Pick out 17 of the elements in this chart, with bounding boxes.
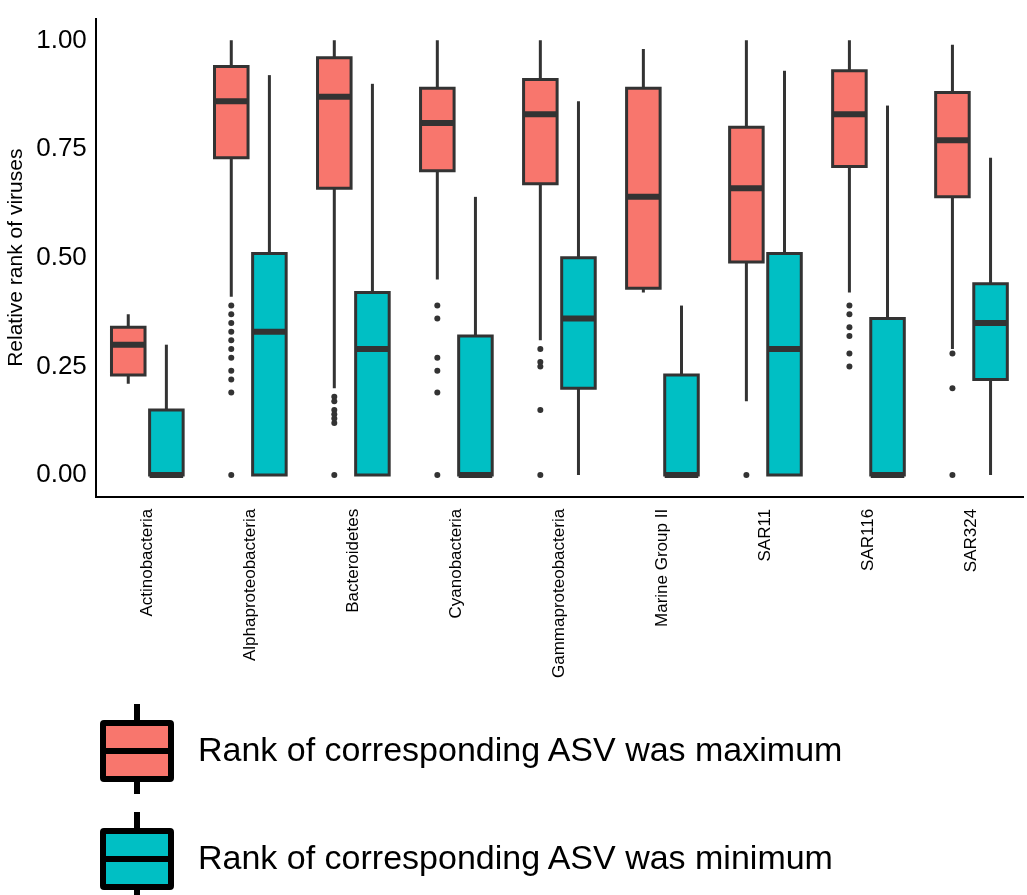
x-tick-label: Gammaproteobacteria <box>549 508 569 678</box>
y-axis-title: Relative rank of viruses <box>3 148 27 367</box>
x-tick-label: SAR11 <box>755 508 775 562</box>
y-tick-label: 1.00 <box>36 23 87 54</box>
y-tick-label: 0.75 <box>36 132 87 163</box>
legend-label: Rank of corresponding ASV was minimum <box>198 837 833 877</box>
x-tick-label: Cyanobacteria <box>446 508 466 619</box>
y-tick-label: 0.50 <box>36 240 87 271</box>
x-tick-label: Bacteroidetes <box>343 508 363 613</box>
legend-label: Rank of corresponding ASV was maximum <box>198 729 843 769</box>
x-tick-label: Alphaproteobacteria <box>240 508 260 662</box>
x-tick-label: Actinobacteria <box>137 508 156 617</box>
y-tick-label: 0.25 <box>36 349 87 380</box>
x-tick-label: SAR116 <box>858 508 878 571</box>
x-tick-label: SAR324 <box>961 508 981 573</box>
x-tick-label: Marine Group II <box>652 508 672 627</box>
y-tick-label: 0.00 <box>36 458 87 489</box>
